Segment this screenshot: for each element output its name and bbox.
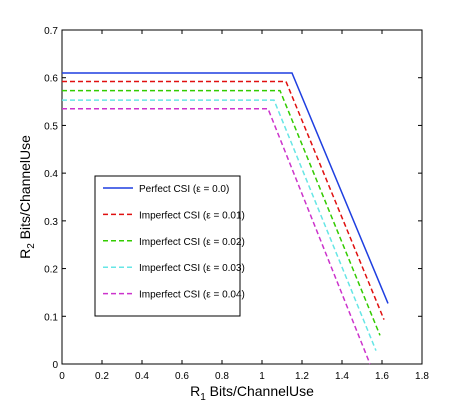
y-axis-label: R2 Bits/ChannelUse — [17, 135, 37, 259]
y-tick-label: 0.6 — [44, 74, 58, 85]
x-tick-label: 0.6 — [175, 371, 189, 382]
x-tick-label: 1.4 — [335, 371, 349, 382]
legend-label-4: Imperfect CSI (ε = 0.04) — [139, 290, 245, 301]
x-tick-label: 1.2 — [295, 371, 309, 382]
y-tick-label: 0 — [52, 360, 58, 371]
y-tick-label: 0.7 — [44, 26, 58, 37]
series-line-0 — [62, 72, 389, 304]
legend: Perfect CSI (ε = 0.0) Imperfect CSI (ε = … — [94, 175, 245, 317]
ticks-layer: 0 0.2 0.4 0.6 0.8 1 1.2 1.4 1.6 1.8 0 0.1 0.2 0.3 0.4 0… — [44, 26, 429, 382]
legend-label-0: Perfect CSI (ε = 0.0) — [139, 184, 229, 195]
x-tick-label: 1 — [259, 371, 265, 382]
y-tick-label: 0.4 — [44, 169, 58, 180]
y-tick-label: 0.1 — [44, 312, 58, 323]
x-tick-label: 0.8 — [215, 371, 229, 382]
y-tick-label: 0.3 — [44, 217, 58, 228]
y-tick-label: 0.2 — [44, 265, 58, 276]
legend-box — [94, 175, 241, 317]
x-tick-label: 1.6 — [375, 371, 389, 382]
legend-label-1: Imperfect CSI (ε = 0.01) — [139, 210, 245, 221]
series-layer — [62, 72, 389, 365]
series-line-2 — [62, 89, 381, 336]
series-line-4 — [62, 107, 371, 365]
series-line-3 — [62, 99, 377, 351]
x-tick-label: 0.2 — [95, 371, 109, 382]
legend-label-2: Imperfect CSI (ε = 0.02) — [139, 237, 245, 248]
x-axis-label: R1 Bits/ChannelUse — [190, 383, 314, 403]
x-tick-label: 1.8 — [415, 371, 429, 382]
x-tick-label: 0.4 — [135, 371, 149, 382]
series-line-1 — [62, 80, 385, 320]
y-tick-label: 0.5 — [44, 121, 58, 132]
x-tick-label: 0 — [59, 371, 65, 382]
legend-label-3: Imperfect CSI (ε = 0.03) — [139, 263, 245, 274]
